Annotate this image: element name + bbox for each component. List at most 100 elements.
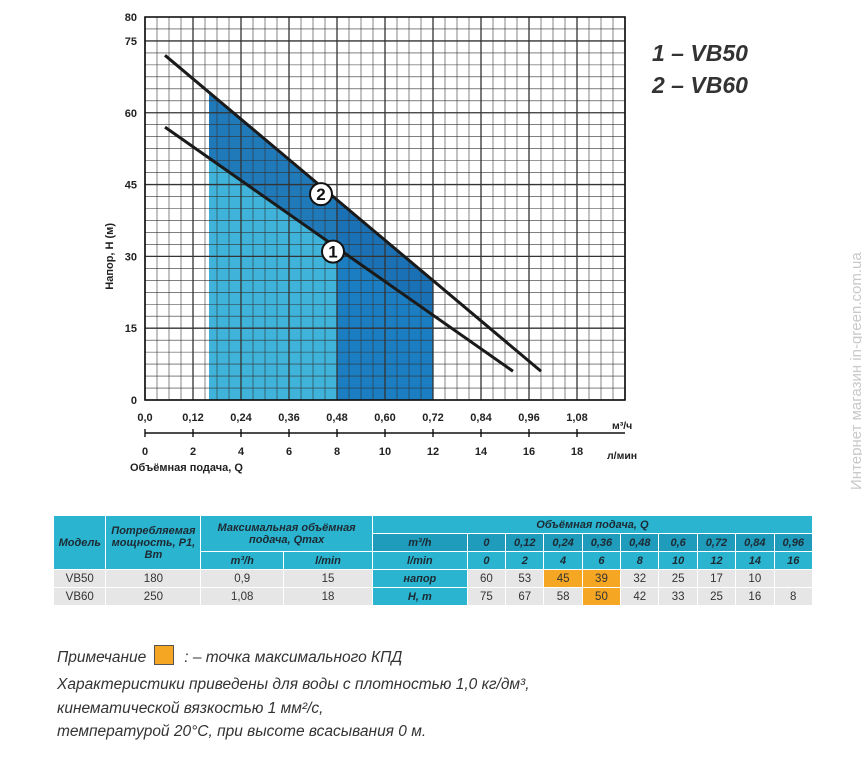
flow-lmin-cell: 14 xyxy=(735,551,775,570)
head-cell: 32 xyxy=(620,569,660,588)
head-label: напор xyxy=(371,569,468,588)
flow-m3h-cell: 0,96 xyxy=(773,533,813,552)
head-cell: 25 xyxy=(696,587,737,606)
curve-label-2: 2 xyxy=(316,185,325,204)
qmax-unit-m3h: m³/h xyxy=(200,551,285,570)
y-tick-label: 80 xyxy=(125,12,137,24)
x-tick-label-lmin: 10 xyxy=(379,446,391,458)
head-cell: 8 xyxy=(773,587,813,606)
head-label: H, m xyxy=(371,587,468,606)
x-tick-label-m3h: 0,12 xyxy=(182,412,203,424)
curve-label-circle-2 xyxy=(309,182,333,207)
qmax-unit-lmin: l/min xyxy=(283,551,373,570)
flow-m3h-cell: 0,72 xyxy=(696,533,737,552)
x-tick-label-m3h: 0,72 xyxy=(422,412,443,424)
head-cell: 60 xyxy=(466,569,507,588)
row-power: 180 xyxy=(105,569,202,588)
x-tick-label-m3h: 0,0 xyxy=(137,412,152,424)
header-unit-lmin: l/min xyxy=(371,551,468,570)
y-tick-label: 60 xyxy=(125,108,137,120)
note-line: Примечание: – точка максимального КПД xyxy=(57,645,402,667)
flow-m3h-cell: 0,24 xyxy=(543,533,583,552)
head-cell: 25 xyxy=(658,569,698,588)
flow-m3h-cell: 0,36 xyxy=(581,533,622,552)
head-cell: 10 xyxy=(735,569,775,588)
curve-label-circle-1 xyxy=(321,239,345,264)
max-efficiency-swatch xyxy=(154,645,175,665)
header-model: Модель xyxy=(52,515,107,570)
head-cell: 53 xyxy=(505,569,545,588)
series-line-2 xyxy=(164,54,542,373)
head-cell xyxy=(773,569,813,588)
head-cell-max-efficiency: 45 xyxy=(543,569,583,588)
flow-lmin-cell: 10 xyxy=(658,551,698,570)
x-tick-label-m3h: 0,60 xyxy=(374,412,395,424)
legend-item-vb60: 2 – VB60 xyxy=(652,72,748,98)
description-line-2: кинематической вязкостью 1 мм²/с, xyxy=(57,700,324,717)
x-tick-label-m3h: 0,96 xyxy=(518,412,539,424)
note-prefix: Примечание xyxy=(57,649,147,666)
x-tick-label-lmin: 6 xyxy=(286,446,292,458)
y-tick-label: 0 xyxy=(131,395,137,407)
flow-m3h-cell: 0,6 xyxy=(658,533,698,552)
flow-m3h-cell: 0,48 xyxy=(620,533,660,552)
x-tick-label-m3h: 0,48 xyxy=(326,412,347,424)
y-tick-label: 45 xyxy=(125,180,137,192)
x-tick-label-m3h: 1,08 xyxy=(566,412,587,424)
head-cell-max-efficiency: 50 xyxy=(581,587,622,606)
y-tick-label: 75 xyxy=(125,36,137,48)
y-tick-label: 30 xyxy=(125,251,137,263)
x-tick-label-lmin: 18 xyxy=(571,446,583,458)
plot-frame xyxy=(144,16,626,401)
x-tick-label-m3h: 0,84 xyxy=(470,412,492,424)
head-cell: 58 xyxy=(543,587,583,606)
x-tick-label-m3h: 0,24 xyxy=(230,412,252,424)
x-tick-label-lmin: 8 xyxy=(334,446,340,458)
head-cell-max-efficiency: 39 xyxy=(581,569,622,588)
x-tick-label-lmin: 14 xyxy=(475,446,488,458)
spec-table: Модель Потребляемая мощность, P1, Вт Мак… xyxy=(52,515,814,606)
x-unit-lmin: л/мин xyxy=(607,450,637,462)
x-tick-label-lmin: 12 xyxy=(427,446,439,458)
y-tick-label: 15 xyxy=(125,323,137,335)
head-cell: 75 xyxy=(466,587,507,606)
flow-m3h-cell: 0,84 xyxy=(735,533,775,552)
head-cell: 33 xyxy=(658,587,698,606)
x-tick-label-lmin: 16 xyxy=(523,446,535,458)
x-tick-label-lmin: 4 xyxy=(238,446,245,458)
description-line-1: Характеристики приведены для воды с плот… xyxy=(57,676,530,693)
flow-lmin-cell: 0 xyxy=(466,551,507,570)
curve-label-1: 1 xyxy=(328,243,337,262)
flow-lmin-cell: 16 xyxy=(773,551,813,570)
flow-lmin-cell: 8 xyxy=(620,551,660,570)
x-tick-label-lmin: 2 xyxy=(190,446,196,458)
flow-lmin-cell: 2 xyxy=(505,551,545,570)
head-cell: 42 xyxy=(620,587,660,606)
head-cell: 67 xyxy=(505,587,545,606)
header-flow: Объёмная подача, Q xyxy=(371,515,814,534)
flow-m3h-cell: 0 xyxy=(466,533,507,552)
watermark: Интернет магазин in-green.com.ua xyxy=(848,252,862,490)
table-row: VB50 180 0,9 15 напор 60 53 45 39 32 25 … xyxy=(52,569,813,588)
row-qmax-lmin: 15 xyxy=(283,569,373,588)
y-axis-label: Напор, H (м) xyxy=(104,223,116,290)
table-row: VB60 250 1,08 18 H, m 75 67 58 50 42 33 … xyxy=(52,587,813,606)
header-power: Потребляемая мощность, P1, Вт xyxy=(105,515,202,570)
row-model: VB50 xyxy=(52,569,107,588)
row-model: VB60 xyxy=(52,587,107,606)
flow-m3h-cell: 0,12 xyxy=(505,533,545,552)
row-qmax-m3h: 1,08 xyxy=(200,587,285,606)
row-qmax-lmin: 18 xyxy=(283,587,373,606)
row-power: 250 xyxy=(105,587,202,606)
x-unit-m3h: м³/ч xyxy=(612,420,632,432)
legend-item-vb50: 1 – VB50 xyxy=(652,40,748,66)
x-tick-label-m3h: 0,36 xyxy=(278,412,299,424)
head-cell: 16 xyxy=(735,587,775,606)
row-qmax-m3h: 0,9 xyxy=(200,569,285,588)
flow-lmin-cell: 4 xyxy=(543,551,583,570)
header-unit-m3h: m³/h xyxy=(371,533,468,552)
flow-lmin-cell: 12 xyxy=(696,551,737,570)
header-qmax: Максимальная объёмная подача, Qmax xyxy=(200,515,373,552)
description-line-3: температурой 20°С, при высоте всасывания… xyxy=(57,723,427,740)
